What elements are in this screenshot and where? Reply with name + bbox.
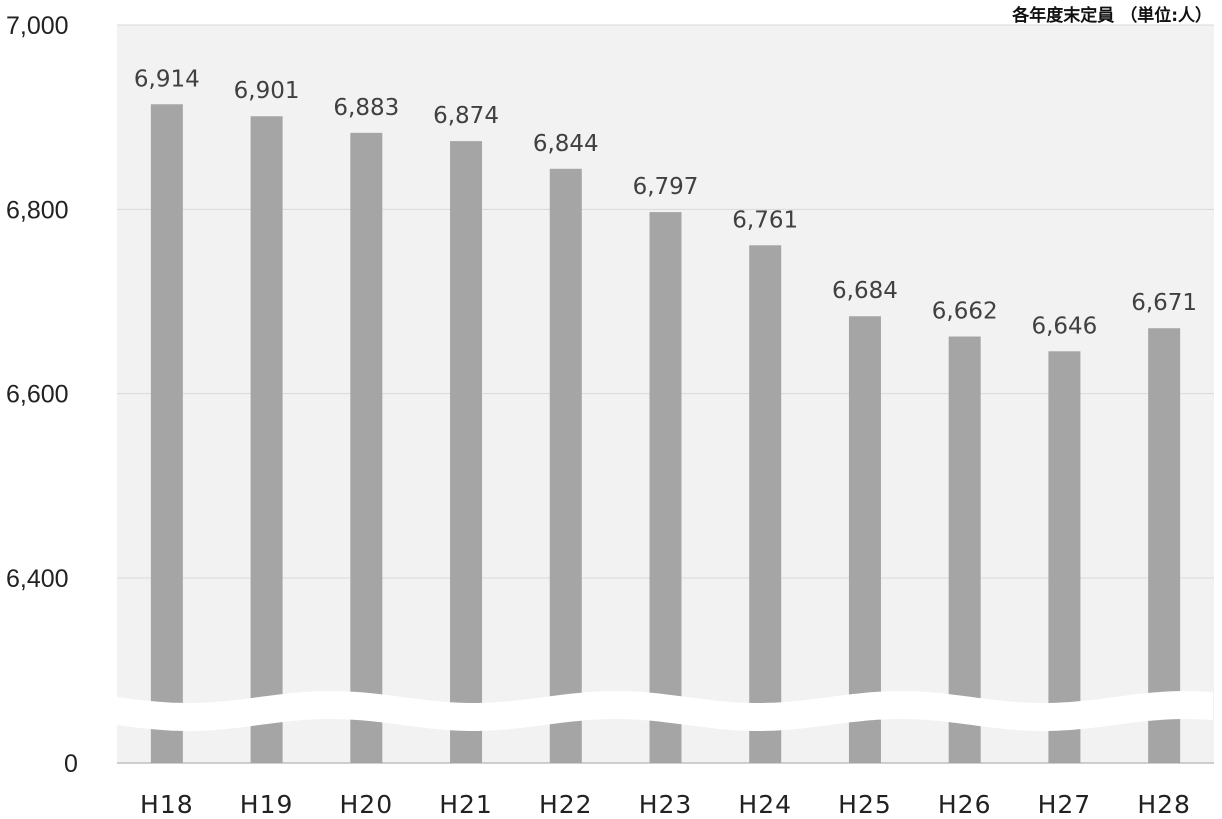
data-label-H24: 6,761: [732, 207, 798, 233]
y-tick-label: 6,400: [6, 565, 69, 593]
data-label-H25: 6,684: [832, 278, 898, 304]
x-tick-label-H21: H21: [439, 790, 493, 819]
data-label-H19: 6,901: [234, 78, 300, 104]
bar-H25: [848, 316, 881, 763]
y-tick-label: 6,800: [6, 196, 69, 224]
x-tick-label-H28: H28: [1137, 790, 1191, 819]
data-label-H21: 6,874: [433, 103, 499, 129]
axis-break-band: [117, 691, 1213, 731]
data-labels: 6,914 6,901 6,883 6,874 6,844 6,797 6,761 6,684…: [134, 66, 1197, 339]
bar-H22: [549, 168, 582, 763]
data-label-H18: 6,914: [134, 66, 200, 92]
unit-note: 各年度末定員 （単位:人）: [1011, 5, 1212, 26]
x-tick-label-H22: H22: [539, 790, 593, 819]
x-tick-label-H23: H23: [639, 790, 693, 819]
data-label-H27: 6,646: [1031, 313, 1097, 339]
x-tick-label-H19: H19: [240, 790, 294, 819]
bar-H20: [350, 132, 383, 763]
x-tick-label-H25: H25: [838, 790, 892, 819]
data-label-H23: 6,797: [633, 174, 699, 200]
data-label-H22: 6,844: [533, 131, 599, 157]
bars: [150, 104, 1181, 764]
bar-H19: [250, 116, 283, 764]
x-tick-label-H26: H26: [938, 790, 992, 819]
data-label-H28: 6,671: [1131, 290, 1197, 316]
bar-H24: [749, 245, 782, 764]
bar-H27: [1048, 351, 1081, 763]
x-axis-tick-labels: H18 H19 H20 H21 H22 H23 H24 H25 H26 H27 H28: [140, 790, 1191, 819]
y-axis-tick-labels: 7,000 6,800 6,600 6,400 0: [6, 12, 78, 778]
bar-H21: [450, 141, 483, 763]
y-tick-label: 7,000: [6, 12, 69, 40]
y-tick-label: 6,600: [6, 381, 69, 409]
y-tick-label: 0: [64, 750, 78, 778]
bar-H23: [649, 212, 682, 763]
bar-H28: [1148, 328, 1181, 763]
bar-H18: [150, 104, 183, 764]
x-tick-label-H20: H20: [340, 790, 394, 819]
data-label-H26: 6,662: [932, 299, 998, 325]
data-label-H20: 6,883: [333, 95, 399, 121]
x-tick-label-H18: H18: [140, 790, 194, 819]
x-tick-label-H27: H27: [1038, 790, 1092, 819]
axis-break-wave: [117, 691, 1213, 731]
bar-H26: [948, 336, 981, 763]
x-tick-label-H24: H24: [738, 790, 792, 819]
